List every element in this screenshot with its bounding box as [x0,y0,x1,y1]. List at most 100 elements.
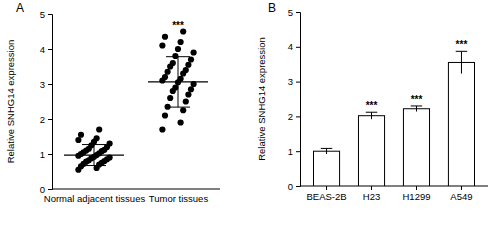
y-tick-label: 2 [40,114,45,125]
y-axis: 0 1 2 3 4 5 [288,7,301,192]
y-axis-line [296,13,301,187]
bar [358,116,384,186]
point [180,107,186,113]
figure: A Relative SNHG14 expression 0 1 2 3 4 5 Normal … [0,0,500,238]
y-tick-mark [48,154,52,155]
x-tick: BEAS-2B [306,186,346,202]
y-tick-mark [48,189,52,190]
y-tick: 1 [40,149,52,160]
point [191,49,197,55]
point [185,91,191,97]
point [159,42,165,48]
point [183,98,189,104]
error-bar [82,145,106,166]
y-tick-label: 5 [40,9,45,20]
y-tick: 4 [288,41,300,52]
point [175,46,181,52]
y-axis-label: Relative SNHG14 expression [5,40,16,164]
bar [403,109,429,186]
error-bar [411,106,422,112]
significance: *** [172,20,184,31]
significance: *** [366,100,378,111]
y-tick: 3 [40,79,52,90]
panel: B Relative SNHG14 expression 0 1 2 3 4 5 BEAS-2B… [256,1,488,202]
y-tick: 4 [40,44,52,55]
x-tick: Tumor tissues [149,189,209,204]
x-axis: Normal adjacent tissuesTumor tissues [44,189,220,204]
x-tick-label: Tumor tissues [149,193,209,204]
point [75,137,81,143]
point [165,69,171,75]
x-tick-label: BEAS-2B [306,191,346,202]
y-tick-mark [296,82,300,83]
panel-title: A [16,1,24,15]
bar [313,151,339,186]
y-tick: 2 [288,111,300,122]
y-tick-label: 3 [288,76,293,87]
point [94,135,100,141]
y-tick-label: 2 [288,111,293,122]
point [96,126,102,132]
y-tick-label: 0 [288,181,293,192]
y-tick-mark [48,84,52,85]
point [167,95,173,101]
y-tick-mark [296,151,300,152]
y-tick-mark [48,49,52,50]
y-tick-label: 1 [40,149,45,160]
y-tick-mark [296,116,300,117]
y-tick-label: 4 [288,41,293,52]
x-tick-mark [371,186,372,190]
panel-title: B [268,1,276,15]
y-tick: 1 [288,146,300,157]
point [78,132,84,138]
significance: *** [411,94,423,105]
error-bar [366,112,377,119]
x-tick: Normal adjacent tissues [44,189,146,204]
x-tick-label: Normal adjacent tissues [44,193,146,204]
y-tick: 0 [288,181,300,192]
y-tick-label: 1 [288,146,293,157]
point [170,60,176,66]
significance: *** [456,39,468,50]
error-bar [456,51,467,73]
x-axis-line [52,189,220,190]
y-axis-label: Relative SNHG14 expression [256,37,267,161]
point [107,140,113,146]
y-axis: 012345 [40,9,53,195]
x-tick-mark [461,186,462,190]
point [162,112,168,118]
x-tick-label: H23 [363,191,380,202]
x-tick-mark [326,186,327,190]
y-tick: 2 [40,114,52,125]
y-tick-mark [48,119,52,120]
y-tick-mark [296,186,300,187]
x-tick: H23 [363,186,380,202]
y-tick: 5 [288,7,300,18]
x-tick-label: H1299 [402,191,430,202]
point [159,126,165,132]
plot-area [64,28,208,172]
point [178,119,184,125]
y-tick-label: 5 [288,7,293,18]
error-bar [166,57,190,107]
y-tick-mark [48,14,52,15]
point [183,67,189,73]
point [178,39,184,45]
y-tick-label: 3 [40,79,45,90]
y-tick-mark [296,12,300,13]
point [188,86,194,92]
point [188,56,194,62]
y-tick-mark [296,47,300,48]
error-bar [321,148,332,154]
x-axis: BEAS-2B H23 H1299 A549 [300,186,488,202]
point [162,74,168,80]
y-tick: 3 [288,76,300,87]
bar [448,62,474,186]
y-tick-label: 4 [40,44,45,55]
x-tick: H1299 [402,186,430,202]
y-tick: 5 [40,9,52,20]
point [185,62,191,68]
panel: ARelative SNHG14 expression012345Normal … [5,1,220,204]
x-tick-label: A549 [450,191,472,202]
point [162,34,168,40]
